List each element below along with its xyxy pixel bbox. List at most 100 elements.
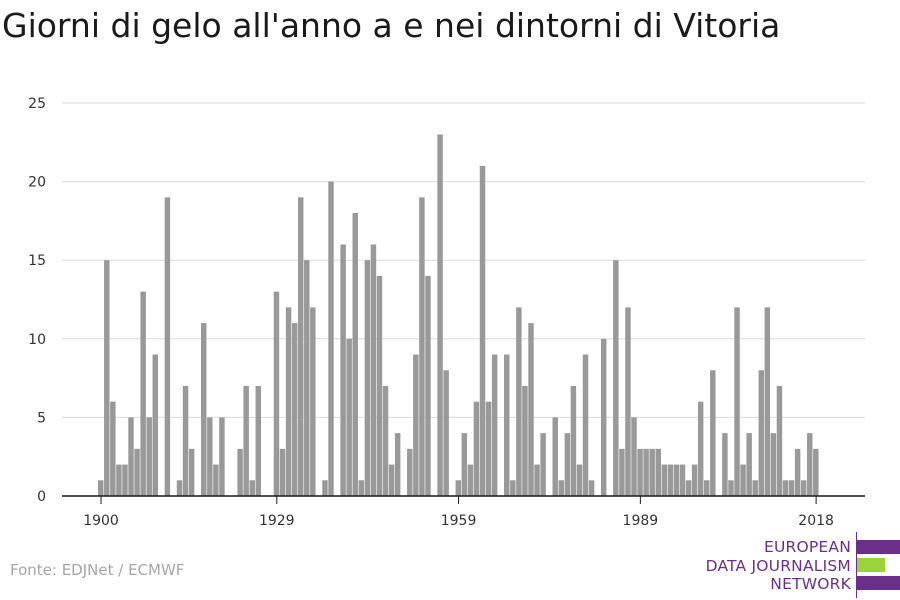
bar-1931[interactable] — [285, 307, 292, 496]
bar-1901[interactable] — [104, 260, 110, 496]
bar-1926[interactable] — [255, 385, 262, 496]
bar-1943[interactable] — [358, 480, 365, 496]
bar-1949[interactable] — [394, 433, 401, 496]
bar-2005[interactable] — [734, 307, 740, 496]
bar-1903[interactable] — [116, 464, 122, 496]
bar-1994[interactable] — [667, 464, 674, 496]
bar-1900[interactable] — [98, 480, 104, 496]
bar-1977[interactable] — [564, 433, 571, 496]
bar-2010[interactable] — [764, 307, 771, 496]
bar-1932[interactable] — [291, 323, 298, 496]
bar-2016[interactable] — [800, 480, 807, 496]
bar-1913[interactable] — [176, 480, 183, 496]
bar-1972[interactable] — [534, 464, 540, 496]
bar-1904[interactable] — [122, 464, 128, 496]
bar-2014[interactable] — [788, 480, 795, 496]
bar-1961[interactable] — [467, 464, 474, 496]
bar-2009[interactable] — [758, 370, 764, 496]
bar-1925[interactable] — [249, 480, 255, 496]
bar-2015[interactable] — [794, 448, 801, 496]
bar-1991[interactable] — [649, 448, 655, 496]
bar-1935[interactable] — [310, 307, 316, 496]
bar-2012[interactable] — [776, 385, 783, 496]
bar-1987[interactable] — [625, 307, 631, 496]
bar-1940[interactable] — [340, 244, 346, 496]
bar-1906[interactable] — [134, 448, 140, 496]
bar-1902[interactable] — [110, 401, 116, 496]
bar-1999[interactable] — [697, 401, 704, 496]
bar-1989[interactable] — [637, 448, 643, 496]
bar-1911[interactable] — [164, 197, 171, 496]
bar-1924[interactable] — [243, 385, 249, 496]
bar-1905[interactable] — [128, 417, 134, 496]
bar-1947[interactable] — [382, 385, 389, 496]
bar-1930[interactable] — [279, 448, 286, 496]
bar-1915[interactable] — [188, 448, 195, 496]
edjnet-logo[interactable]: EUROPEAN DATA JOURNALISM NETWORK — [700, 530, 900, 600]
bar-1923[interactable] — [237, 448, 243, 496]
bar-1975[interactable] — [552, 417, 558, 496]
bar-1941[interactable] — [346, 338, 352, 496]
bar-1980[interactable] — [582, 354, 589, 496]
bar-1954[interactable] — [425, 275, 431, 496]
bar-1957[interactable] — [443, 370, 449, 496]
bar-1962[interactable] — [473, 401, 480, 496]
bar-1933[interactable] — [297, 197, 304, 496]
bar-2017[interactable] — [807, 433, 813, 496]
bar-1920[interactable] — [219, 417, 225, 496]
bar-2001[interactable] — [710, 370, 716, 496]
bar-2000[interactable] — [704, 480, 710, 496]
bar-1988[interactable] — [631, 417, 637, 496]
bar-1978[interactable] — [570, 385, 577, 496]
bar-1995[interactable] — [673, 464, 680, 496]
bar-1946[interactable] — [376, 275, 383, 496]
bar-1979[interactable] — [576, 464, 583, 496]
bar-1990[interactable] — [643, 448, 649, 496]
bar-1937[interactable] — [322, 480, 328, 496]
bar-2018[interactable] — [813, 448, 819, 496]
bar-1967[interactable] — [504, 354, 510, 496]
bar-2011[interactable] — [770, 433, 777, 496]
bar-1919[interactable] — [213, 464, 219, 496]
bar-1908[interactable] — [146, 417, 152, 496]
bar-1960[interactable] — [461, 433, 468, 496]
bar-1964[interactable] — [485, 401, 492, 496]
bar-1993[interactable] — [661, 464, 668, 496]
bar-1914[interactable] — [182, 385, 189, 496]
bar-1942[interactable] — [352, 213, 358, 497]
bar-1953[interactable] — [419, 197, 425, 496]
bar-1985[interactable] — [613, 260, 619, 496]
bar-1998[interactable] — [691, 464, 698, 496]
bar-1929[interactable] — [273, 291, 280, 496]
bar-1997[interactable] — [685, 480, 692, 496]
bar-1952[interactable] — [413, 354, 419, 496]
bar-1934[interactable] — [304, 260, 310, 496]
bar-1959[interactable] — [455, 480, 461, 496]
bar-1917[interactable] — [201, 323, 207, 496]
bar-1956[interactable] — [437, 134, 443, 496]
bar-2008[interactable] — [752, 480, 758, 496]
bar-2004[interactable] — [728, 480, 734, 496]
bar-1918[interactable] — [207, 417, 213, 496]
bar-1971[interactable] — [528, 323, 534, 496]
bar-1973[interactable] — [540, 433, 546, 496]
bar-1944[interactable] — [364, 260, 371, 496]
bar-1945[interactable] — [370, 244, 377, 496]
bar-1965[interactable] — [491, 354, 498, 496]
bar-2013[interactable] — [782, 480, 789, 496]
bar-1981[interactable] — [588, 480, 595, 496]
bar-1983[interactable] — [600, 338, 607, 496]
bar-2007[interactable] — [746, 433, 752, 496]
bar-1963[interactable] — [479, 165, 486, 496]
bar-1951[interactable] — [407, 448, 413, 496]
bar-1938[interactable] — [328, 181, 334, 496]
bar-2003[interactable] — [722, 433, 728, 496]
bar-1976[interactable] — [558, 480, 565, 496]
bar-1992[interactable] — [655, 448, 661, 496]
bar-1996[interactable] — [679, 464, 686, 496]
bar-1907[interactable] — [140, 291, 146, 496]
bar-1948[interactable] — [388, 464, 395, 496]
bar-1968[interactable] — [510, 480, 516, 496]
bar-1969[interactable] — [516, 307, 522, 496]
bar-1970[interactable] — [522, 385, 528, 496]
